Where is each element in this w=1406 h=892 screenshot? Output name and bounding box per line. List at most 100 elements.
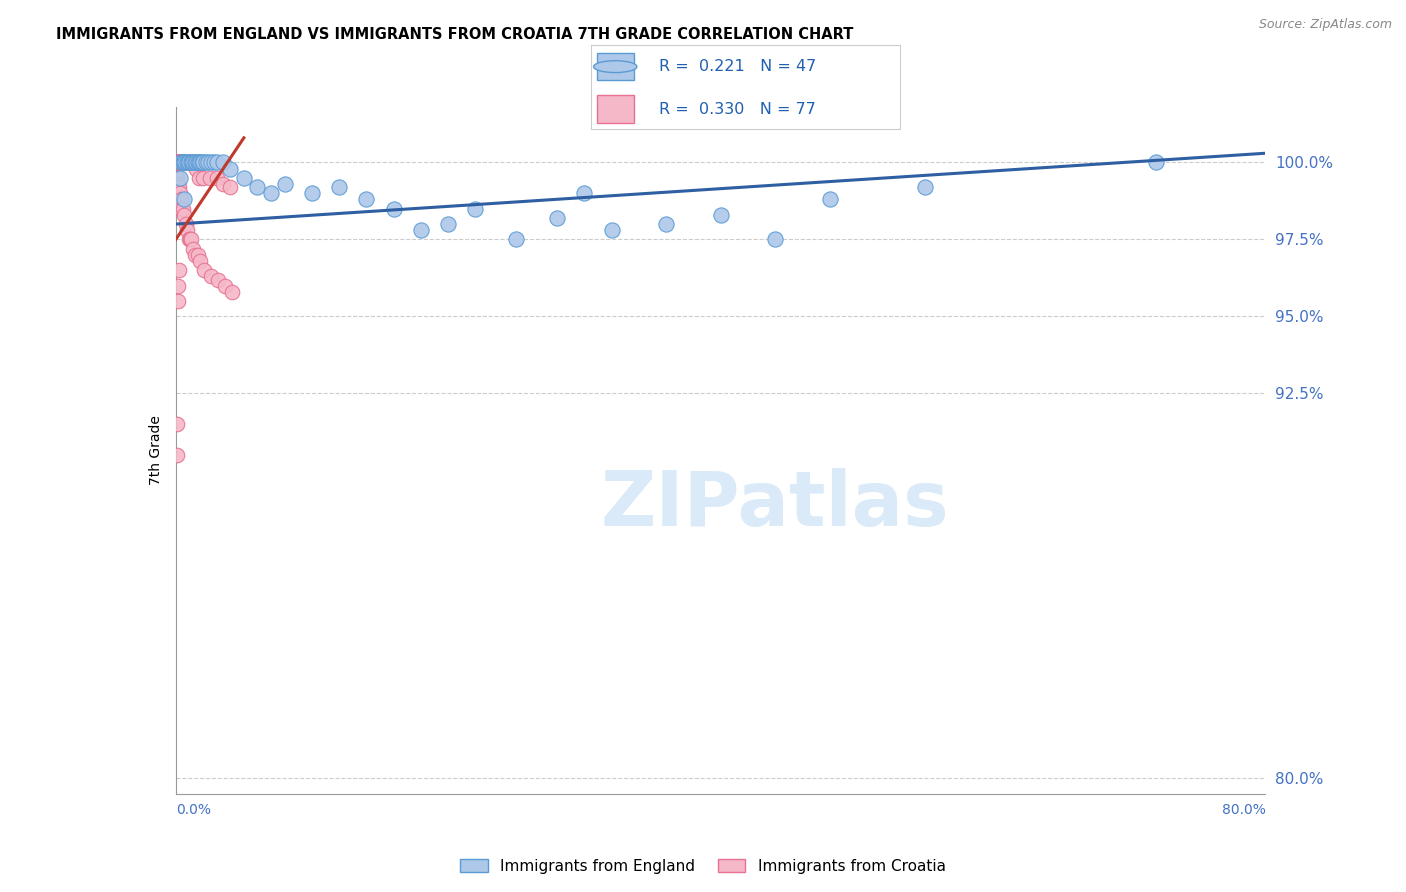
Point [409, 223, 432, 237]
Point [166, 448, 188, 462]
Point [174, 217, 197, 231]
Point [169, 155, 191, 169]
Point [260, 186, 283, 201]
Point [184, 248, 207, 262]
Point [198, 170, 221, 185]
Point [177, 155, 200, 169]
Point [169, 155, 191, 169]
Point [167, 155, 190, 169]
Point [170, 155, 193, 169]
Point [710, 208, 733, 222]
Point [169, 155, 191, 169]
Point [205, 170, 228, 185]
Point [197, 155, 219, 169]
Point [167, 155, 190, 169]
Point [200, 269, 222, 284]
Point [169, 155, 191, 169]
Point [188, 254, 211, 268]
Text: ZIPatlas: ZIPatlas [600, 468, 949, 542]
Point [191, 170, 214, 185]
Point [166, 170, 188, 185]
Point [202, 155, 225, 169]
Point [181, 242, 204, 256]
Point [437, 217, 460, 231]
Point [180, 155, 202, 169]
Text: 0.0%: 0.0% [176, 803, 211, 817]
Point [179, 232, 201, 246]
Point [166, 155, 188, 169]
Point [207, 272, 229, 286]
FancyBboxPatch shape [596, 54, 634, 80]
Point [600, 223, 623, 237]
Point [232, 170, 254, 185]
Point [169, 155, 191, 169]
Point [186, 161, 208, 176]
Point [170, 155, 193, 169]
Point [172, 155, 194, 169]
Point [574, 186, 596, 201]
Point [167, 177, 190, 191]
Point [172, 155, 194, 169]
Text: R =  0.330   N = 77: R = 0.330 N = 77 [658, 102, 815, 117]
FancyBboxPatch shape [596, 95, 634, 122]
Point [165, 155, 187, 169]
Point [214, 278, 236, 293]
Point [170, 155, 193, 169]
Point [167, 155, 190, 169]
Point [174, 155, 197, 169]
Point [356, 193, 378, 207]
Point [464, 202, 486, 216]
Text: Source: ZipAtlas.com: Source: ZipAtlas.com [1258, 18, 1392, 31]
Point [166, 155, 188, 169]
Point [274, 177, 297, 191]
Point [818, 193, 841, 207]
Point [167, 155, 190, 169]
Point [180, 232, 202, 246]
Point [165, 155, 187, 169]
Point [172, 202, 194, 216]
Point [193, 263, 215, 277]
Point [166, 155, 188, 169]
Point [166, 417, 188, 432]
Point [186, 155, 208, 169]
Point [172, 155, 194, 169]
Y-axis label: 7th Grade: 7th Grade [149, 416, 163, 485]
Point [166, 155, 188, 169]
Point [166, 155, 188, 169]
Point [183, 155, 205, 169]
Circle shape [593, 61, 637, 72]
Point [180, 155, 202, 169]
Point [328, 180, 350, 194]
Point [167, 155, 190, 169]
Point [169, 155, 191, 169]
Point [763, 232, 786, 246]
Point [186, 155, 209, 169]
Point [174, 155, 197, 169]
Point [914, 180, 936, 194]
Point [170, 202, 193, 216]
Point [170, 155, 193, 169]
Text: IMMIGRANTS FROM ENGLAND VS IMMIGRANTS FROM CROATIA 7TH GRADE CORRELATION CHART: IMMIGRANTS FROM ENGLAND VS IMMIGRANTS FR… [56, 27, 853, 42]
Point [188, 155, 211, 169]
Point [166, 155, 188, 169]
Legend: Immigrants from England, Immigrants from Croatia: Immigrants from England, Immigrants from… [454, 853, 952, 880]
Text: R =  0.221   N = 47: R = 0.221 N = 47 [658, 59, 815, 74]
Point [167, 155, 190, 169]
Point [173, 155, 195, 169]
Point [382, 202, 405, 216]
Point [177, 232, 200, 246]
Point [205, 155, 228, 169]
Point [212, 177, 235, 191]
Point [177, 155, 200, 169]
Point [169, 186, 191, 201]
Point [169, 193, 191, 207]
Point [246, 180, 269, 194]
Point [176, 155, 198, 169]
Point [187, 155, 209, 169]
Point [505, 232, 527, 246]
Point [173, 155, 195, 169]
Point [181, 155, 204, 169]
Point [194, 155, 217, 169]
Point [301, 186, 323, 201]
Point [176, 155, 198, 169]
